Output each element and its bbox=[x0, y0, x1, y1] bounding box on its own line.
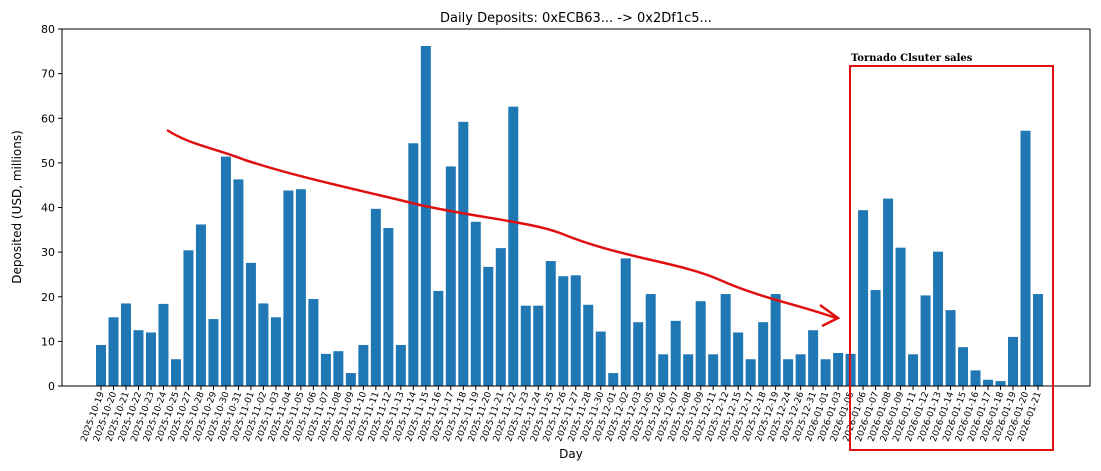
bar bbox=[183, 250, 194, 386]
bar bbox=[595, 331, 606, 386]
y-axis-label: Deposited (USD, millions) bbox=[10, 130, 24, 284]
axes-frame bbox=[61, 28, 1091, 387]
y-tick-label: 20 bbox=[41, 291, 55, 304]
bar bbox=[358, 344, 369, 386]
bar bbox=[120, 303, 131, 386]
chart-title: Daily Deposits: 0xECB63... -> 0x2Df1c5..… bbox=[440, 11, 712, 26]
bar bbox=[483, 266, 494, 386]
bar bbox=[458, 121, 469, 386]
bar bbox=[758, 322, 769, 386]
bar bbox=[245, 262, 256, 386]
bar bbox=[945, 310, 956, 386]
bar bbox=[558, 276, 569, 386]
bar bbox=[808, 330, 819, 386]
bar bbox=[895, 247, 906, 386]
bar bbox=[383, 228, 394, 386]
bar bbox=[770, 294, 781, 386]
bar bbox=[708, 354, 719, 386]
bar bbox=[908, 354, 919, 386]
bar bbox=[745, 359, 756, 386]
bar bbox=[545, 261, 556, 386]
bar bbox=[395, 344, 406, 386]
y-tick-label: 50 bbox=[41, 157, 55, 170]
x-axis-label: Day bbox=[559, 447, 583, 461]
bar bbox=[858, 210, 869, 386]
y-tick-label: 70 bbox=[41, 68, 55, 81]
bar bbox=[533, 305, 544, 386]
bar bbox=[508, 106, 519, 387]
bar bbox=[695, 301, 706, 386]
bar bbox=[258, 303, 269, 386]
highlight-box bbox=[849, 65, 1054, 451]
bar bbox=[333, 351, 344, 386]
y-tick-label: 10 bbox=[41, 335, 55, 348]
bar bbox=[920, 295, 931, 386]
bar bbox=[133, 330, 144, 386]
bar bbox=[283, 190, 294, 386]
bar bbox=[645, 294, 656, 386]
bar bbox=[208, 319, 219, 386]
annotation: Tornado Clsuter sales bbox=[851, 53, 973, 64]
arrow-head bbox=[819, 303, 841, 328]
plot-area: 010203040506070802025-10-192025-10-20202… bbox=[41, 23, 1091, 443]
bar bbox=[233, 179, 244, 386]
bar bbox=[670, 320, 681, 386]
bar bbox=[620, 258, 631, 386]
bar bbox=[408, 143, 419, 386]
bar bbox=[633, 322, 644, 386]
bar bbox=[883, 198, 894, 386]
bar bbox=[933, 251, 944, 386]
bar bbox=[158, 303, 169, 386]
bar bbox=[195, 224, 206, 386]
bar bbox=[970, 370, 981, 386]
y-tick-label: 80 bbox=[41, 23, 55, 36]
bar bbox=[495, 248, 506, 386]
y-tick-label: 60 bbox=[41, 112, 55, 125]
bar bbox=[820, 359, 831, 386]
bar bbox=[220, 156, 231, 386]
y-tick-label: 30 bbox=[41, 246, 55, 259]
bar bbox=[658, 354, 669, 386]
bar bbox=[520, 305, 531, 386]
bar bbox=[733, 332, 744, 386]
y-tick-label: 40 bbox=[41, 202, 55, 215]
bar bbox=[445, 166, 456, 386]
bar bbox=[608, 373, 619, 386]
bar bbox=[270, 317, 281, 386]
bar bbox=[345, 373, 356, 386]
bar bbox=[308, 298, 319, 386]
bar bbox=[683, 354, 694, 386]
y-tick-label: 0 bbox=[48, 380, 55, 393]
bar bbox=[583, 304, 594, 386]
bar bbox=[1033, 294, 1043, 386]
bar bbox=[983, 379, 994, 386]
bar bbox=[433, 290, 444, 386]
bar bbox=[145, 332, 156, 386]
bar bbox=[783, 359, 794, 386]
bar bbox=[370, 208, 381, 386]
bar bbox=[720, 294, 731, 386]
bar bbox=[470, 221, 481, 386]
bar bbox=[1008, 336, 1019, 386]
bar bbox=[995, 381, 1006, 386]
bar bbox=[958, 347, 969, 386]
bar bbox=[795, 354, 806, 386]
bar bbox=[833, 352, 844, 386]
bar bbox=[295, 189, 306, 386]
bar bbox=[108, 317, 119, 386]
bar bbox=[96, 344, 106, 386]
trend-arrow bbox=[166, 128, 837, 320]
bar bbox=[320, 353, 331, 386]
bar bbox=[570, 275, 581, 386]
bar bbox=[870, 290, 881, 386]
bar bbox=[420, 45, 431, 387]
bar bbox=[1020, 130, 1031, 386]
bar bbox=[170, 359, 181, 386]
